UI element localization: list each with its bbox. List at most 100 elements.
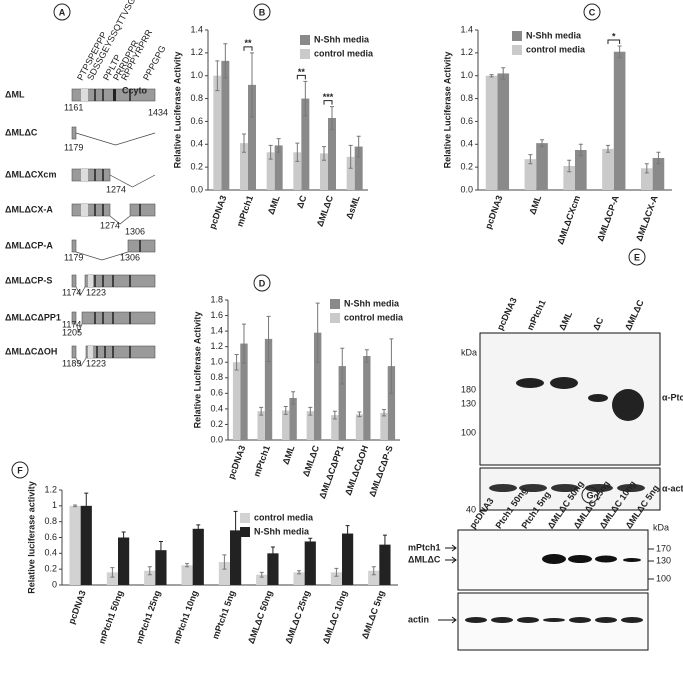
lane-label: ΔML	[557, 310, 575, 332]
x-tick-label: ΔMLΔC 25ng	[283, 589, 312, 645]
y-tick-label: 0.6	[190, 116, 203, 126]
error-bar	[234, 353, 239, 371]
bar	[69, 505, 81, 585]
legend-swatch	[512, 45, 522, 55]
error-bar	[617, 45, 622, 58]
marker-label: 100	[656, 573, 671, 583]
arrow	[445, 544, 457, 552]
bar	[155, 550, 167, 585]
legend-label: control media	[314, 48, 374, 58]
legend-swatch	[330, 299, 340, 309]
legend-swatch	[300, 49, 310, 59]
error-bar	[567, 159, 572, 173]
y-tick-label: 1.4	[210, 325, 223, 335]
actin-band	[551, 484, 579, 492]
construct-segment	[71, 345, 77, 359]
error-bar	[578, 143, 583, 157]
error-bar	[330, 106, 334, 130]
y-axis-label: Relative Luciferase Activity	[172, 52, 182, 169]
x-tick-label: ΔMLΔCP-A	[595, 194, 621, 243]
error-bar	[644, 163, 649, 174]
y-tick-label: 0.4	[460, 139, 473, 149]
error-bar	[308, 406, 313, 416]
error-bar	[266, 315, 271, 362]
bar	[536, 143, 548, 190]
x-tick-label: pcDNA3	[207, 194, 228, 230]
x-tick-label: ΔML	[527, 194, 543, 216]
protein-band	[516, 378, 544, 388]
error-bar	[121, 531, 126, 544]
y-tick-label: 1.8	[210, 294, 223, 304]
error-bar	[345, 525, 350, 542]
bar	[181, 565, 193, 585]
bar	[240, 343, 248, 440]
bar	[256, 574, 268, 585]
y-tick-label: 0.6	[44, 532, 57, 542]
error-bar	[489, 74, 494, 78]
bar	[248, 84, 256, 190]
row-label: ΔML	[5, 89, 25, 99]
error-bar	[158, 540, 163, 560]
panel-letter: C	[589, 7, 596, 17]
y-tick-label: 0.8	[190, 93, 203, 103]
y-axis-label: Relative luciferase activity	[26, 481, 36, 594]
error-bar	[605, 144, 610, 153]
construct-segment	[71, 311, 77, 325]
bar	[379, 544, 391, 585]
protein-band	[588, 394, 608, 402]
y-tick-label: 0.4	[210, 403, 223, 413]
marker-label: 130	[461, 398, 476, 408]
bar	[602, 148, 614, 190]
y-tick-label: 0.0	[460, 184, 473, 194]
construct-segment	[129, 203, 156, 217]
deletion-line	[75, 132, 156, 146]
error-bar	[259, 406, 264, 416]
construct-segment	[71, 274, 77, 288]
bar	[330, 572, 342, 585]
x-tick-label: ΔMLΔCX-A	[634, 194, 660, 243]
legend-swatch	[330, 313, 340, 323]
panel-circle	[581, 486, 599, 504]
marker-label: 170	[656, 543, 671, 553]
lane-label: mPtch1	[525, 298, 548, 332]
bar	[563, 166, 575, 190]
legend-label: N-Shh media	[254, 526, 310, 536]
bar	[355, 414, 364, 440]
bar	[380, 412, 388, 440]
significance-bracket	[296, 74, 306, 80]
position-label: 1223	[86, 358, 106, 368]
error-bar	[322, 146, 326, 161]
y-tick-label: 1.2	[460, 47, 473, 57]
construct-segment	[127, 239, 156, 253]
panel-letter: G	[586, 490, 593, 500]
arrow	[445, 556, 457, 564]
panel-circle	[628, 248, 646, 266]
construct-segment	[81, 311, 156, 325]
domain-box	[113, 89, 116, 101]
bar	[346, 156, 355, 190]
error-bar	[147, 566, 152, 576]
protein-band	[550, 377, 578, 389]
panel-letter: D	[259, 278, 266, 288]
motif-box	[81, 204, 88, 216]
deletion-line	[75, 323, 83, 333]
actin-band	[585, 484, 613, 492]
significance-bracket	[607, 39, 621, 44]
y-axis-label: Relative Luciferase Activity	[192, 312, 202, 429]
y-tick-label: 0.2	[460, 162, 473, 172]
x-tick-label: pcDNA3	[66, 589, 87, 625]
x-tick-label: ΔMLΔC	[301, 444, 322, 478]
y-tick-label: 1.6	[210, 310, 223, 320]
actin-band	[489, 484, 517, 492]
deletion-line	[75, 286, 86, 296]
motif-box	[81, 89, 88, 101]
legend-label: N-Shh media	[314, 34, 370, 44]
error-bar	[283, 406, 288, 415]
error-bar	[334, 567, 339, 577]
protein-label: mPtch1	[408, 542, 441, 552]
row-label: ΔMLΔCΔPP1	[5, 312, 61, 322]
error-bar	[276, 138, 281, 153]
bar	[232, 362, 241, 440]
error-bar	[215, 60, 220, 92]
y-tick-label: 0	[52, 579, 57, 589]
